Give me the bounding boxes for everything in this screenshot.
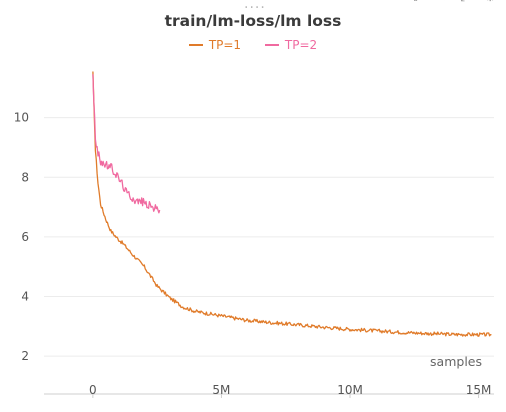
- series-line-tp1: [92, 71, 492, 337]
- export-icon[interactable]: ⇪: [410, 0, 421, 5]
- legend-swatch-tp2: [264, 44, 279, 46]
- x-tick-label: 5M: [212, 383, 230, 397]
- y-tick-label: 2: [21, 349, 29, 363]
- legend-swatch-tp1: [188, 44, 203, 46]
- legend-label-tp2: TP=2: [284, 38, 318, 52]
- series-line-tp2: [92, 74, 161, 214]
- settings-icon[interactable]: ⚙: [484, 0, 496, 5]
- chart-title: train/lm-loss/lm loss: [164, 12, 342, 30]
- y-tick-label: 10: [14, 111, 29, 125]
- chart-legend: TP=1 TP=2: [0, 35, 506, 52]
- y-tick-label: 6: [21, 230, 29, 244]
- expand-icon[interactable]: ⤢: [460, 0, 470, 5]
- drag-handle[interactable]: ....: [244, 0, 266, 12]
- y-tick-label: 4: [21, 290, 29, 304]
- y-tick-label: 8: [21, 170, 29, 184]
- x-axis-label: samples: [430, 354, 482, 369]
- x-tick-label: 0: [89, 383, 97, 397]
- legend-label-tp1: TP=1: [208, 38, 242, 52]
- x-tick-label: 10M: [337, 383, 363, 397]
- panel-toolbar: ⇪ ✎ ⤢ ⚙: [410, 0, 496, 5]
- legend-item-tp1[interactable]: TP=1: [188, 38, 242, 52]
- x-tick-label: 15M: [466, 383, 492, 397]
- edit-icon[interactable]: ✎: [435, 0, 446, 5]
- legend-item-tp2[interactable]: TP=2: [264, 38, 318, 52]
